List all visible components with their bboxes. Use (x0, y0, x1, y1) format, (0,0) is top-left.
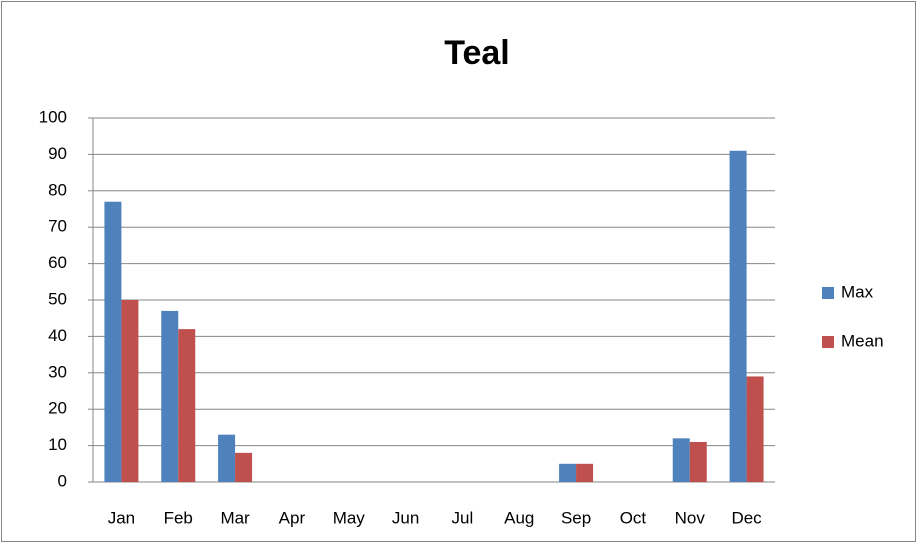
x-tick-label: Jul (452, 508, 474, 527)
bar (161, 310, 179, 482)
bar (178, 329, 196, 482)
bar (218, 434, 236, 482)
x-tick-label: Dec (731, 508, 762, 527)
y-tick-label: 10 (48, 435, 67, 454)
y-tick-label: 60 (48, 253, 67, 272)
bar (235, 452, 253, 482)
bar (104, 201, 122, 482)
x-tick-label: Oct (620, 508, 647, 527)
y-tick-label: 0 (58, 471, 67, 490)
bar (576, 463, 594, 482)
x-tick-label: Feb (164, 508, 193, 527)
x-tick-label: May (333, 508, 366, 527)
legend-label: Max (841, 282, 874, 301)
chart-title: Teal (444, 34, 510, 72)
bar (746, 376, 764, 482)
bar (689, 441, 707, 482)
x-tick-label: Aug (504, 508, 534, 527)
bar (121, 300, 139, 482)
x-tick-label: Sep (561, 508, 591, 527)
legend-swatch (822, 287, 834, 299)
bar (559, 463, 577, 482)
bar (672, 438, 690, 482)
legend-label: Mean (841, 331, 884, 350)
y-tick-label: 30 (48, 362, 67, 381)
x-tick-label: Nov (675, 508, 706, 527)
y-tick-label: 40 (48, 326, 67, 345)
y-tick-label: 100 (39, 107, 67, 126)
y-tick-label: 50 (48, 289, 67, 308)
y-tick-label: 80 (48, 180, 67, 199)
x-tick-label: Mar (220, 508, 250, 527)
bar (729, 150, 747, 482)
legend-swatch (822, 336, 834, 348)
x-tick-label: Jan (108, 508, 135, 527)
x-tick-label: Apr (279, 508, 306, 527)
x-tick-label: Jun (392, 508, 419, 527)
y-tick-label: 90 (48, 144, 67, 163)
y-tick-label: 20 (48, 399, 67, 418)
y-tick-label: 70 (48, 217, 67, 236)
